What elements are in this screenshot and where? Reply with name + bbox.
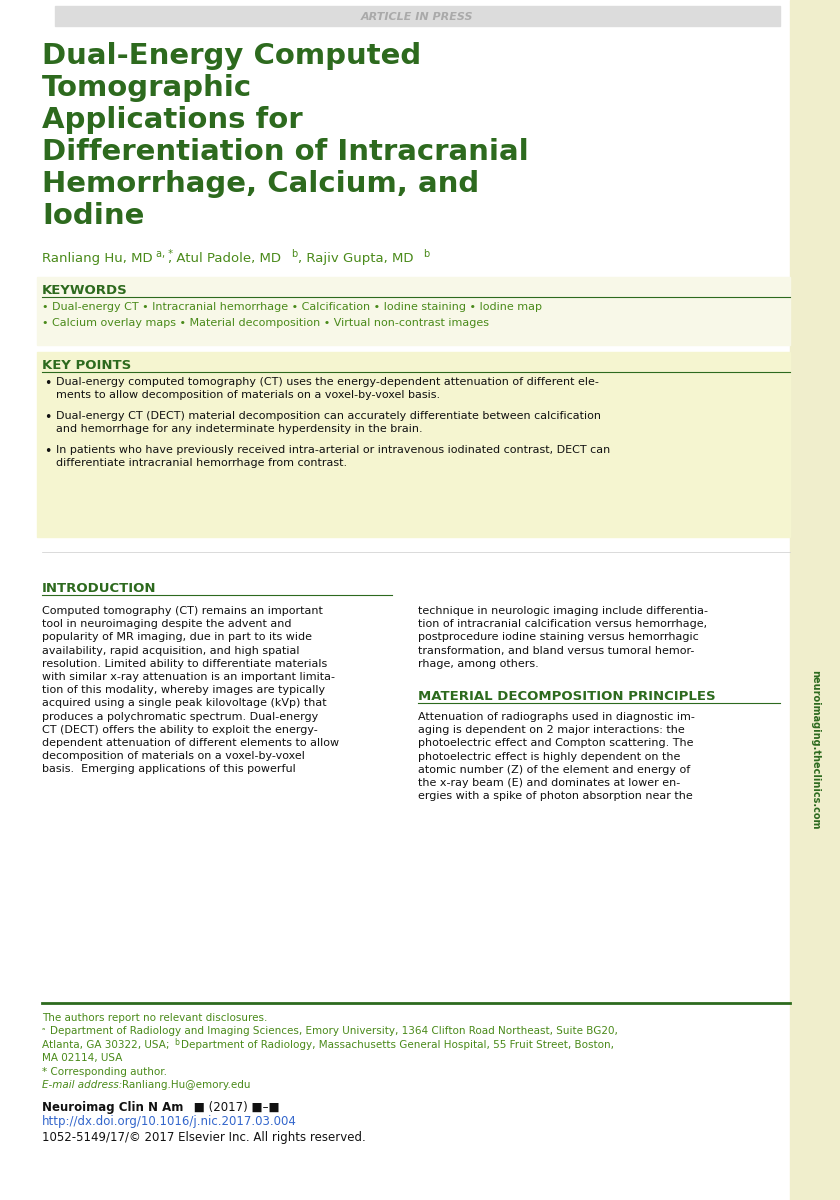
Text: E-mail address:: E-mail address: [42,1080,125,1091]
Text: ments to allow decomposition of materials on a voxel-by-voxel basis.: ments to allow decomposition of material… [56,390,440,400]
Bar [37,277,790,346]
Bar [790,0,840,1200]
Text: MATERIAL DECOMPOSITION PRINCIPLES: MATERIAL DECOMPOSITION PRINCIPLES [418,690,716,703]
Text: neuroimaging.theclinics.com: neuroimaging.theclinics.com [810,671,820,829]
Text: INTRODUCTION: INTRODUCTION [42,582,156,595]
Text: decomposition of materials on a voxel-by-voxel: decomposition of materials on a voxel-by… [42,751,305,761]
Text: postprocedure iodine staining versus hemorrhagic: postprocedure iodine staining versus hem… [418,632,699,642]
Text: ■ (2017) ■–■: ■ (2017) ■–■ [190,1100,280,1114]
Text: Tomographic: Tomographic [42,74,252,102]
Text: tion of this modality, whereby images are typically: tion of this modality, whereby images ar… [42,685,325,695]
Text: Applications for: Applications for [42,106,302,134]
Text: Attenuation of radiographs used in diagnostic im-: Attenuation of radiographs used in diagn… [418,712,695,722]
Text: resolution. Limited ability to differentiate materials: resolution. Limited ability to different… [42,659,328,668]
Text: transformation, and bland versus tumoral hemor-: transformation, and bland versus tumoral… [418,646,695,655]
Text: tool in neuroimaging despite the advent and: tool in neuroimaging despite the advent … [42,619,291,629]
Text: popularity of MR imaging, due in part to its wide: popularity of MR imaging, due in part to… [42,632,312,642]
Text: the x-ray beam (E) and dominates at lower en-: the x-ray beam (E) and dominates at lowe… [418,778,680,788]
Text: * Corresponding author.: * Corresponding author. [42,1067,167,1078]
Text: •: • [44,377,51,390]
Text: dependent attenuation of different elements to allow: dependent attenuation of different eleme… [42,738,339,748]
Text: MA 02114, USA: MA 02114, USA [42,1054,123,1063]
Text: availability, rapid acquisition, and high spatial: availability, rapid acquisition, and hig… [42,646,300,655]
Text: photoelectric effect and Compton scattering. The: photoelectric effect and Compton scatter… [418,738,694,749]
Text: Department of Radiology, Massachusetts General Hospital, 55 Fruit Street, Boston: Department of Radiology, Massachusetts G… [181,1040,614,1050]
Text: Dual-Energy Computed: Dual-Energy Computed [42,42,421,70]
Text: and hemorrhage for any indeterminate hyperdensity in the brain.: and hemorrhage for any indeterminate hyp… [56,424,423,434]
Text: rhage, among others.: rhage, among others. [418,659,538,668]
Text: b: b [291,248,297,259]
Text: ergies with a spike of photon absorption near the: ergies with a spike of photon absorption… [418,791,693,802]
Text: with similar x-ray attenuation is an important limita-: with similar x-ray attenuation is an imp… [42,672,335,682]
Text: acquired using a single peak kilovoltage (kVp) that: acquired using a single peak kilovoltage… [42,698,327,708]
Text: CT (DECT) offers the ability to exploit the energy-: CT (DECT) offers the ability to exploit … [42,725,318,734]
Text: Computed tomography (CT) remains an important: Computed tomography (CT) remains an impo… [42,606,323,616]
Text: Dual-energy computed tomography (CT) uses the energy-dependent attenuation of di: Dual-energy computed tomography (CT) use… [56,377,599,386]
Text: aging is dependent on 2 major interactions: the: aging is dependent on 2 major interactio… [418,725,685,736]
Text: •: • [44,410,51,424]
Text: • Calcium overlay maps • Material decomposition • Virtual non-contrast images: • Calcium overlay maps • Material decomp… [42,318,489,328]
Text: ᵃ: ᵃ [42,1026,45,1036]
Text: Neuroimag Clin N Am: Neuroimag Clin N Am [42,1100,183,1114]
Text: , Rajiv Gupta, MD: , Rajiv Gupta, MD [298,252,413,265]
Text: KEY POINTS: KEY POINTS [42,359,131,372]
Text: technique in neurologic imaging include differentia-: technique in neurologic imaging include … [418,606,708,616]
Text: In patients who have previously received intra-arterial or intravenous iodinated: In patients who have previously received… [56,445,610,455]
Text: KEYWORDS: KEYWORDS [42,284,128,296]
Text: differentiate intracranial hemorrhage from contrast.: differentiate intracranial hemorrhage fr… [56,458,347,468]
Text: basis.  Emerging applications of this powerful: basis. Emerging applications of this pow… [42,764,296,774]
Text: ARTICLE IN PRESS: ARTICLE IN PRESS [360,12,473,22]
Text: photoelectric effect is highly dependent on the: photoelectric effect is highly dependent… [418,751,680,762]
Text: The authors report no relevant disclosures.: The authors report no relevant disclosur… [42,1013,267,1022]
Text: , Atul Padole, MD: , Atul Padole, MD [168,252,281,265]
Text: tion of intracranial calcification versus hemorrhage,: tion of intracranial calcification versu… [418,619,707,629]
Text: atomic number (Z) of the element and energy of: atomic number (Z) of the element and ene… [418,764,690,775]
Text: a, *: a, * [156,248,173,259]
Text: Department of Radiology and Imaging Sciences, Emory University, 1364 Clifton Roa: Department of Radiology and Imaging Scie… [50,1026,618,1037]
Text: 1052-5149/17/© 2017 Elsevier Inc. All rights reserved.: 1052-5149/17/© 2017 Elsevier Inc. All ri… [42,1130,365,1144]
Text: b: b [423,248,429,259]
Bar [55,6,780,26]
Text: Hemorrhage, Calcium, and: Hemorrhage, Calcium, and [42,170,480,198]
Text: Ranliang.Hu@emory.edu: Ranliang.Hu@emory.edu [122,1080,250,1091]
Text: Ranliang Hu, MD: Ranliang Hu, MD [42,252,153,265]
Text: Iodine: Iodine [42,202,144,230]
Text: produces a polychromatic spectrum. Dual-energy: produces a polychromatic spectrum. Dual-… [42,712,318,721]
Text: • Dual-energy CT • Intracranial hemorrhage • Calcification • Iodine staining • I: • Dual-energy CT • Intracranial hemorrha… [42,302,542,312]
Text: Dual-energy CT (DECT) material decomposition can accurately differentiate betwee: Dual-energy CT (DECT) material decomposi… [56,410,601,421]
Text: b: b [174,1038,179,1046]
Text: http://dx.doi.org/10.1016/j.nic.2017.03.004: http://dx.doi.org/10.1016/j.nic.2017.03.… [42,1116,297,1128]
Text: Differentiation of Intracranial: Differentiation of Intracranial [42,138,528,166]
Text: Atlanta, GA 30322, USA;: Atlanta, GA 30322, USA; [42,1040,170,1050]
Text: •: • [44,445,51,458]
Bar [37,352,790,538]
